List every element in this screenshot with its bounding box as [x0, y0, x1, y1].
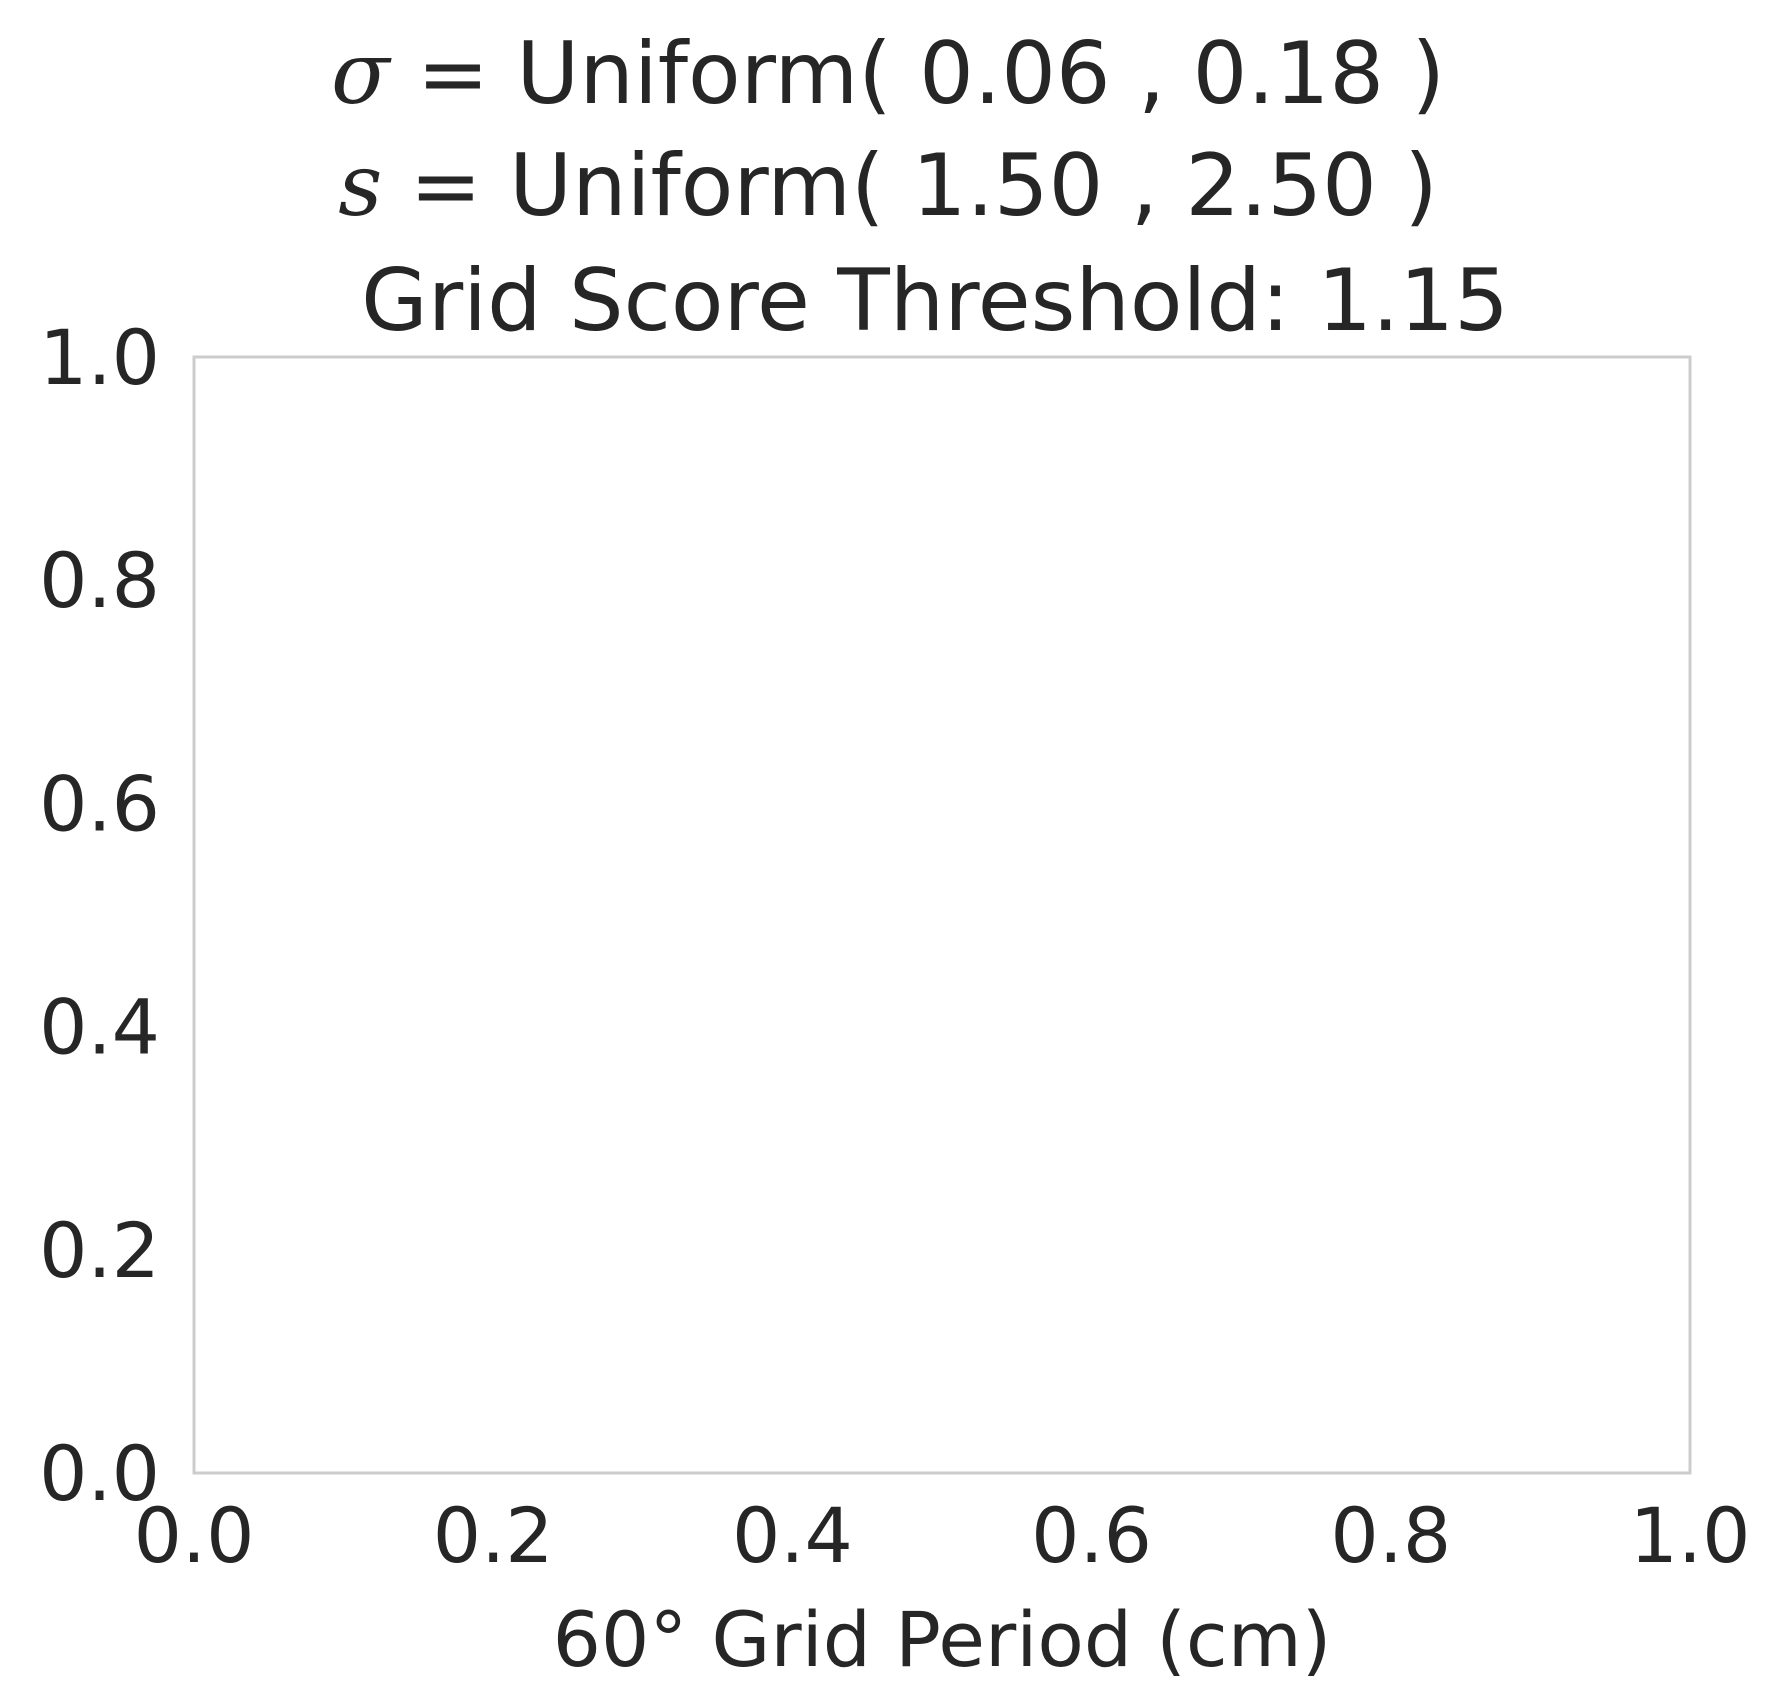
x-tick-label: 1.0 [1630, 1491, 1751, 1580]
title-line-2-symbol: s [338, 136, 382, 236]
y-tick-label: 0.8 [39, 536, 160, 625]
x-tick-labels: 0.0 0.2 0.4 0.6 0.8 1.0 [134, 1491, 1751, 1580]
title-line-1: σ = Uniform( 0.06 , 0.18 ) [331, 24, 1445, 124]
title-line-1-symbol: σ [331, 24, 392, 124]
y-tick-label: 1.0 [39, 313, 160, 402]
y-tick-label: 0.2 [39, 1206, 160, 1295]
x-tick-label: 0.0 [134, 1491, 255, 1580]
y-tick-label: 0.6 [39, 759, 160, 848]
y-tick-label: 0.4 [39, 983, 160, 1072]
title-line-1-text: = Uniform( 0.06 , 0.18 ) [417, 24, 1445, 124]
y-tick-label: 0.0 [39, 1429, 160, 1518]
plot-border [192, 355, 1692, 1475]
x-tick-label: 0.6 [1031, 1491, 1152, 1580]
x-tick-label: 0.4 [732, 1491, 853, 1580]
title-line-3: Grid Score Threshold: 1.15 [361, 251, 1509, 351]
title-line-3-text: Grid Score Threshold: 1.15 [361, 251, 1509, 351]
x-axis-label: 60° Grid Period (cm) [553, 1595, 1332, 1684]
x-tick-label: 0.8 [1330, 1491, 1451, 1580]
title-line-2: s = Uniform( 1.50 , 2.50 ) [338, 136, 1438, 236]
title-line-2-text: = Uniform( 1.50 , 2.50 ) [410, 136, 1438, 236]
chart-title: σ = Uniform( 0.06 , 0.18 ) s = Uniform( … [331, 24, 1509, 351]
x-tick-label: 0.2 [433, 1491, 554, 1580]
y-tick-labels: 0.0 0.2 0.4 0.6 0.8 1.0 [39, 313, 160, 1518]
